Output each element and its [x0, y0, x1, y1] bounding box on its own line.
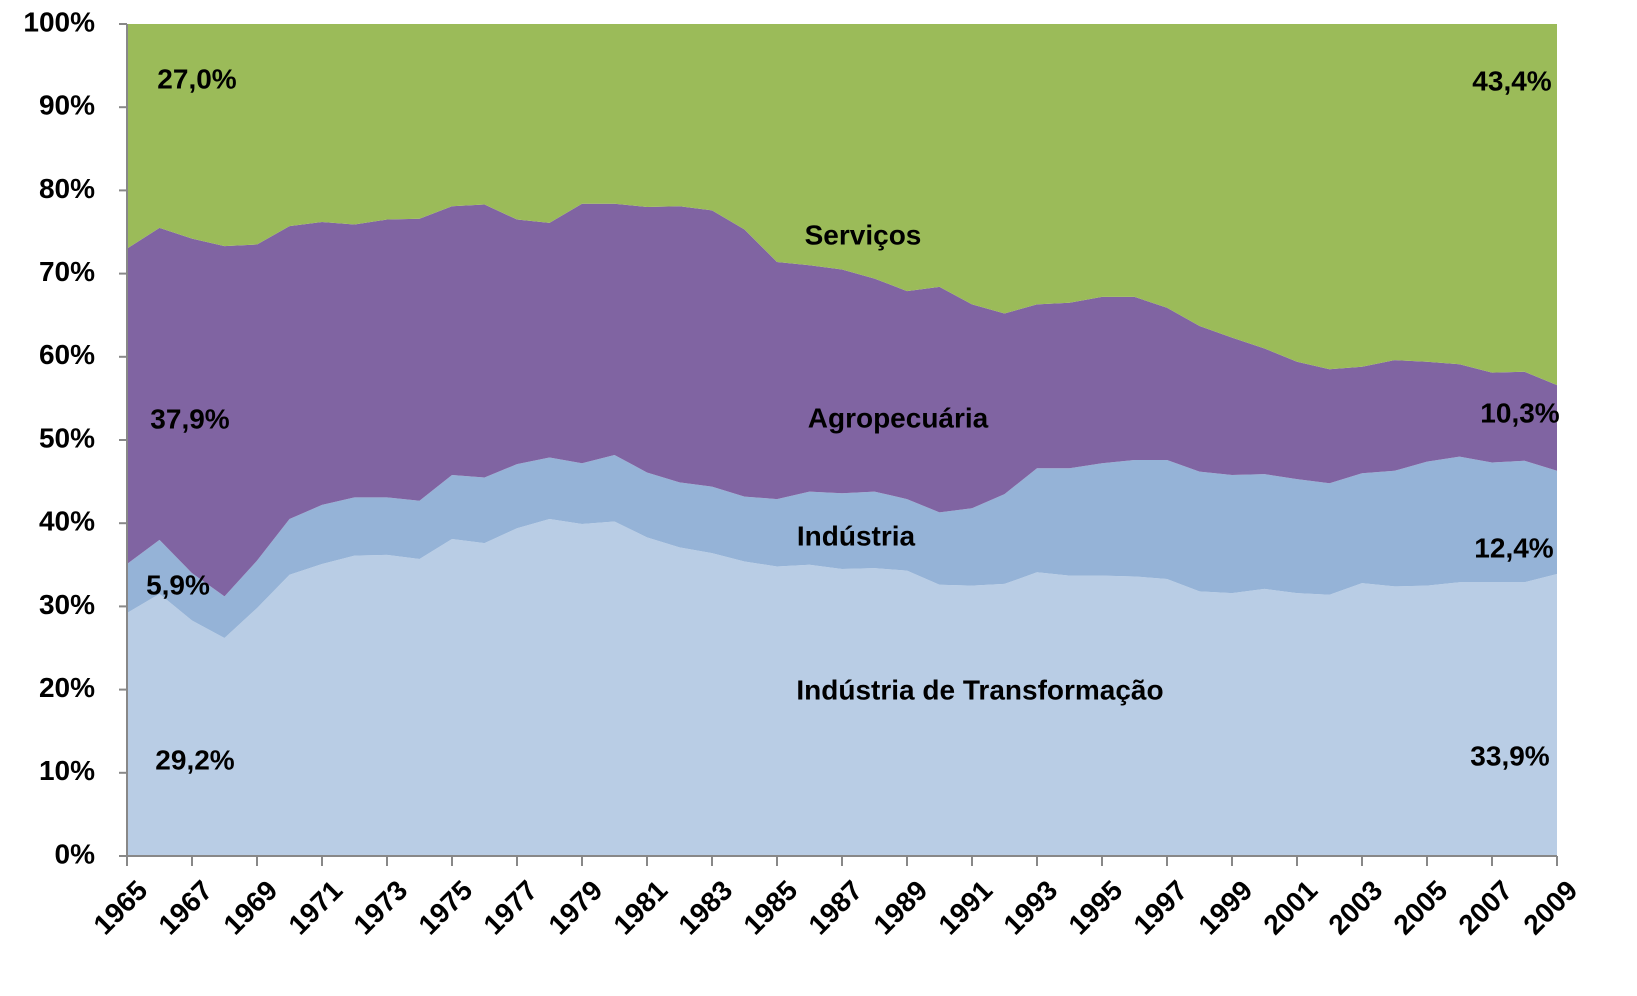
y-tick-label: 90% [39, 90, 95, 121]
y-tick-label: 80% [39, 173, 95, 204]
area [127, 519, 1557, 856]
x-tick-label: 1991 [932, 874, 998, 940]
value-label: 37,9% [150, 403, 229, 434]
series-label: Indústria de Transformação [796, 674, 1163, 705]
value-label: 10,3% [1480, 397, 1559, 428]
y-tick-label: 60% [39, 339, 95, 370]
series-label: Indústria [797, 520, 916, 551]
x-tick-label: 1965 [87, 874, 153, 940]
value-label: 43,4% [1472, 65, 1551, 96]
y-tick-label: 0% [55, 838, 96, 869]
x-tick-label: 1997 [1127, 874, 1193, 940]
x-tick-label: 1967 [152, 874, 218, 940]
x-tick-label: 1999 [1192, 874, 1258, 940]
x-tick-label: 1969 [217, 874, 283, 940]
y-tick-label: 40% [39, 506, 95, 537]
x-tick-label: 2003 [1322, 874, 1388, 940]
y-tick-label: 30% [39, 589, 95, 620]
area [127, 203, 1557, 597]
y-tick-label: 100% [23, 6, 95, 37]
value-label: 5,9% [146, 569, 210, 600]
x-tick-label: 1981 [607, 874, 673, 940]
y-tick-label: 50% [39, 422, 95, 453]
x-tick-label: 1985 [737, 874, 803, 940]
x-tick-label: 1989 [867, 874, 933, 940]
area [127, 24, 1557, 386]
x-tick-label: 1987 [802, 874, 868, 940]
x-tick-label: 1977 [477, 874, 543, 940]
y-tick-label: 20% [39, 672, 95, 703]
value-label: 33,9% [1470, 740, 1549, 771]
x-tick-label: 1983 [672, 874, 738, 940]
x-tick-label: 2007 [1452, 874, 1518, 940]
x-tick-label: 1995 [1062, 874, 1128, 940]
x-tick-label: 1973 [347, 874, 413, 940]
value-label: 27,0% [157, 63, 236, 94]
x-tick-label: 2001 [1257, 874, 1323, 940]
y-tick-label: 70% [39, 256, 95, 287]
x-tick-label: 2009 [1517, 874, 1583, 940]
series-label: Serviços [805, 219, 922, 250]
x-tick-label: 1993 [997, 874, 1063, 940]
x-tick-label: 1975 [412, 874, 478, 940]
value-label: 29,2% [155, 744, 234, 775]
area [127, 454, 1557, 639]
x-tick-label: 2005 [1387, 874, 1453, 940]
x-tick-label: 1971 [282, 874, 348, 940]
series-label: Agropecuária [808, 402, 989, 433]
value-label: 12,4% [1474, 532, 1553, 563]
y-tick-label: 10% [39, 755, 95, 786]
x-tick-label: 1979 [542, 874, 608, 940]
